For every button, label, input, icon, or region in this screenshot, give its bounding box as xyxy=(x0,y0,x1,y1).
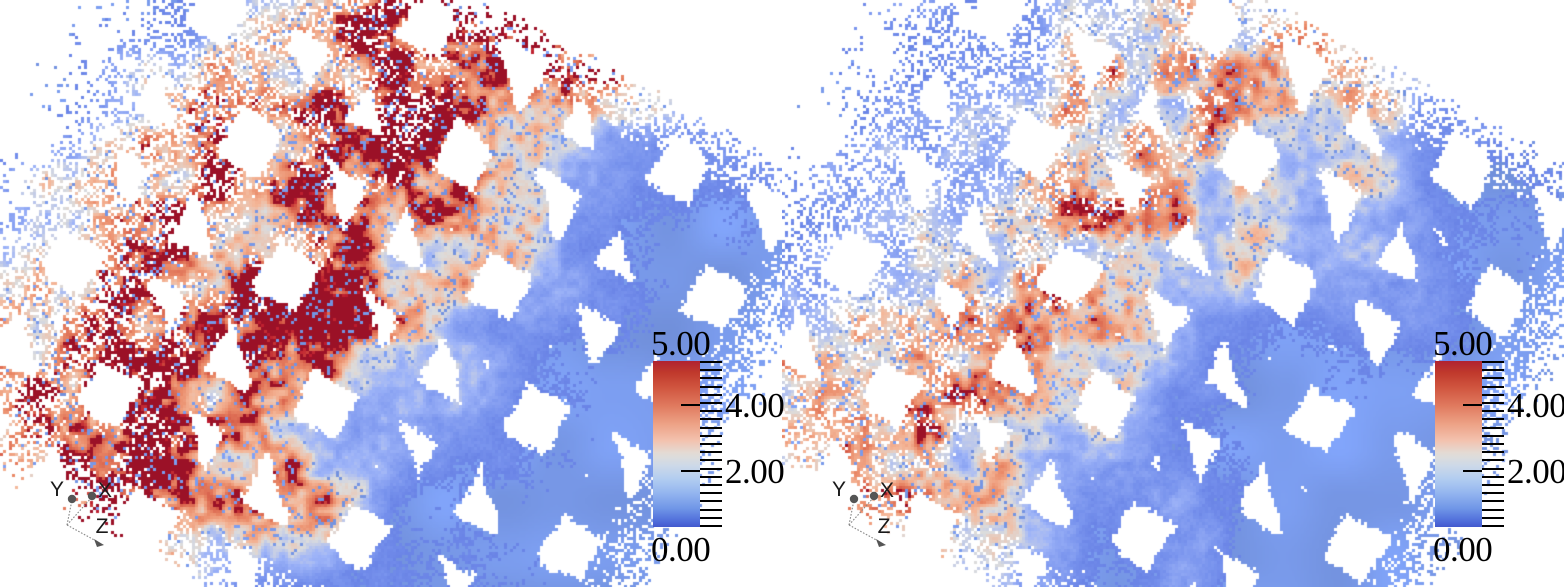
legend-min-label: 0.00 xyxy=(651,530,711,569)
legend-major-tick-2 xyxy=(681,470,700,472)
legend-major-tick-4 xyxy=(681,404,700,406)
legend-max-label: 5.00 xyxy=(651,324,711,363)
color-gradient-bar xyxy=(1435,361,1482,527)
scalar-color-legend-left[interactable]: 5.00 4.00 2.00 0.00 xyxy=(645,326,785,582)
legend-tick-label-2: 2.00 xyxy=(1507,452,1564,491)
left-scene-canvas[interactable] xyxy=(0,0,782,587)
right-render-view[interactable]: Y X Z xyxy=(782,0,1564,587)
legend-min-label: 0.00 xyxy=(1433,530,1493,569)
color-gradient-bar xyxy=(653,361,700,527)
legend-major-tick-4 xyxy=(1463,404,1482,406)
left-render-view[interactable]: Y X Z xyxy=(0,0,782,587)
legend-max-label: 5.00 xyxy=(1433,324,1493,363)
legend-tick-marks xyxy=(1482,361,1508,527)
legend-tick-label-4: 4.00 xyxy=(725,386,785,425)
right-scene-canvas[interactable] xyxy=(782,0,1564,587)
legend-tick-label-2: 2.00 xyxy=(725,452,785,491)
legend-tick-marks xyxy=(700,361,726,527)
legend-tick-label-4: 4.00 xyxy=(1507,386,1564,425)
legend-major-tick-2 xyxy=(1463,470,1482,472)
scalar-color-legend-right[interactable]: 5.00 4.00 2.00 0.00 xyxy=(1427,326,1564,582)
